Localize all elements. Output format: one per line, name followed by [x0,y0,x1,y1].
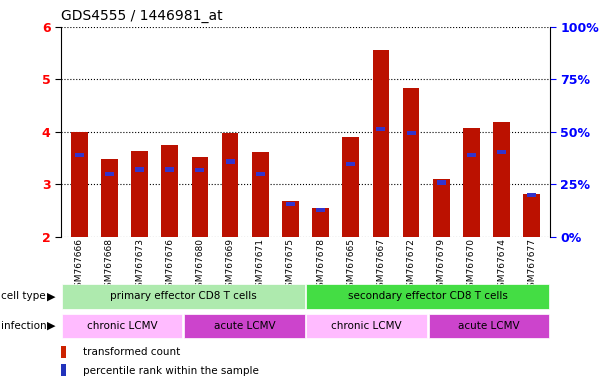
Bar [165,167,174,172]
Text: GSM767678: GSM767678 [316,238,325,293]
Text: GSM767668: GSM767668 [105,238,114,293]
Text: GSM767675: GSM767675 [286,238,295,293]
Bar [62,314,182,338]
Bar [105,172,114,176]
Bar [346,162,356,166]
Text: secondary effector CD8 T cells: secondary effector CD8 T cells [348,291,508,301]
Bar [282,201,299,237]
Bar [306,284,549,309]
Bar [131,151,148,237]
Bar [463,127,480,237]
Text: GSM767665: GSM767665 [346,238,355,293]
Bar [527,193,536,197]
Bar [286,202,295,206]
Bar [376,127,386,131]
Bar [62,284,304,309]
Text: chronic LCMV: chronic LCMV [87,321,158,331]
Bar [61,346,66,358]
Bar [373,50,389,237]
Bar [225,159,235,164]
Text: acute LCMV: acute LCMV [458,321,519,331]
Text: percentile rank within the sample: percentile rank within the sample [83,366,259,376]
Text: GSM767674: GSM767674 [497,238,506,293]
Text: GSM767669: GSM767669 [225,238,235,293]
Bar [429,314,549,338]
Bar [135,167,144,172]
Text: chronic LCMV: chronic LCMV [331,321,402,331]
Text: acute LCMV: acute LCMV [214,321,275,331]
Bar [342,137,359,237]
Bar [437,180,446,185]
Bar [161,145,178,237]
Text: GSM767667: GSM767667 [376,238,386,293]
Bar [222,133,238,237]
Bar [406,131,415,136]
Bar [316,208,325,212]
Bar [101,159,118,237]
Bar [524,194,540,237]
Bar [185,314,305,338]
Text: infection: infection [1,321,46,331]
Bar [497,149,506,154]
Text: transformed count: transformed count [83,347,180,357]
Bar [312,208,329,237]
Bar [196,168,205,172]
Bar [255,172,265,176]
Bar [192,157,208,237]
Text: cell type: cell type [1,291,45,301]
Bar [467,153,476,157]
Text: GSM767671: GSM767671 [256,238,265,293]
Text: ▶: ▶ [46,321,55,331]
Text: GSM767672: GSM767672 [406,238,415,293]
Text: GSM767666: GSM767666 [75,238,84,293]
Bar [493,122,510,237]
Bar [252,152,269,237]
Bar [306,314,426,338]
Text: GSM767673: GSM767673 [135,238,144,293]
Text: primary effector CD8 T cells: primary effector CD8 T cells [110,291,257,301]
Bar [433,179,450,237]
Bar [75,153,84,157]
Text: GSM767670: GSM767670 [467,238,476,293]
Text: GSM767677: GSM767677 [527,238,536,293]
Text: GDS4555 / 1446981_at: GDS4555 / 1446981_at [61,9,223,23]
Bar [403,88,419,237]
Text: GSM767676: GSM767676 [165,238,174,293]
Text: GSM767679: GSM767679 [437,238,446,293]
Text: GSM767680: GSM767680 [196,238,205,293]
Text: ▶: ▶ [46,291,55,301]
Bar [61,364,66,376]
Bar [71,132,87,237]
